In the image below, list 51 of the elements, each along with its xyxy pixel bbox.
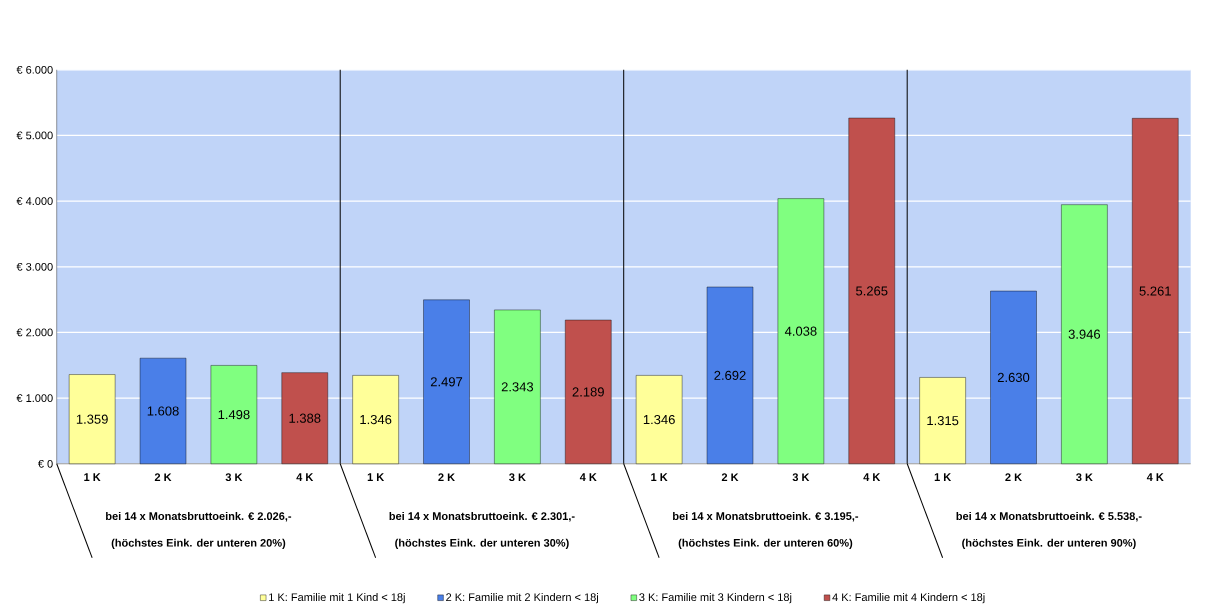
data-label: 2.189 xyxy=(572,387,604,397)
legend-label: 4 K: Familie mit 4 Kindern < 18j xyxy=(832,592,985,604)
text: bei 14 x Monatsbruttoeink. € 3.195,- xyxy=(673,511,859,522)
text: bei 14 x Monatsbruttoeink. € 2.301,- xyxy=(389,511,575,522)
data-label: 4.038 xyxy=(784,326,817,336)
data-label: 5.261 xyxy=(1139,286,1171,296)
data-label: 3.946 xyxy=(1068,329,1101,339)
data-label: 1.346 xyxy=(643,414,675,424)
data-label: 2.343 xyxy=(501,382,534,392)
x-tick-label: 3 K xyxy=(792,473,810,481)
x-tick-label: 1 K xyxy=(934,473,952,481)
data-label: 1.346 xyxy=(360,414,392,424)
x-tick-label: 1 K xyxy=(651,473,668,481)
x-tick-label: 2 K xyxy=(1005,473,1022,481)
x-tick-label: 1 K xyxy=(84,473,101,481)
y-tick-label: € 3.000 xyxy=(16,262,53,271)
y-tick-label: € 0 xyxy=(37,459,53,468)
text: (höchstes Eink. der unteren 60%) xyxy=(678,538,853,549)
text: bei 14 x Monatsbruttoeink. € 5.538,- xyxy=(956,511,1142,522)
data-label: 1.608 xyxy=(147,406,179,416)
x-tick-label: 4 K xyxy=(1146,473,1164,481)
data-label: 5.265 xyxy=(856,286,888,296)
data-label: 1.388 xyxy=(289,413,321,423)
text: (höchstes Eink. der unteren 90%) xyxy=(962,538,1136,549)
y-tick-label: € 1.000 xyxy=(16,394,53,402)
data-label: 2.630 xyxy=(997,372,1030,382)
x-tick-label: 4 K xyxy=(579,473,597,481)
x-tick-label: 3 K xyxy=(509,473,526,481)
y-tick-label: € 2.000 xyxy=(16,328,53,337)
text: (höchstes Eink. der unteren 20%) xyxy=(111,538,286,549)
text: bei 14 x Monatsbruttoeink. € 2.026,- xyxy=(106,511,292,522)
x-tick-label: 1 K xyxy=(367,473,385,481)
x-tick-label: 4 K xyxy=(296,473,314,481)
x-tick-label: 3 K xyxy=(1076,473,1093,481)
x-tick-label: 3 K xyxy=(225,473,243,481)
x-tick-label: 4 K xyxy=(863,473,881,481)
legend-label: 2 K: Familie mit 2 Kindern < 18j xyxy=(446,592,598,604)
x-tick-label: 2 K xyxy=(721,473,739,481)
data-label: 1.315 xyxy=(927,415,959,425)
y-tick-label: € 4.000 xyxy=(16,197,53,205)
y-tick-label: € 5.000 xyxy=(16,131,53,140)
data-label: 1.359 xyxy=(76,414,108,424)
text: (höchstes Eink. der unteren 30%) xyxy=(395,538,569,549)
x-tick-label: 2 K xyxy=(438,473,455,481)
legend-label: 1 K: Familie mit 1 Kind < 18j xyxy=(269,592,405,604)
y-tick-label: € 6.000 xyxy=(16,65,53,74)
x-tick-label: 2 K xyxy=(154,473,172,481)
data-label: 2.692 xyxy=(714,370,746,380)
legend-label: 3 K: Familie mit 3 Kindern < 18j xyxy=(639,592,792,604)
data-label: 1.498 xyxy=(218,409,250,419)
data-label: 2.497 xyxy=(430,376,463,387)
